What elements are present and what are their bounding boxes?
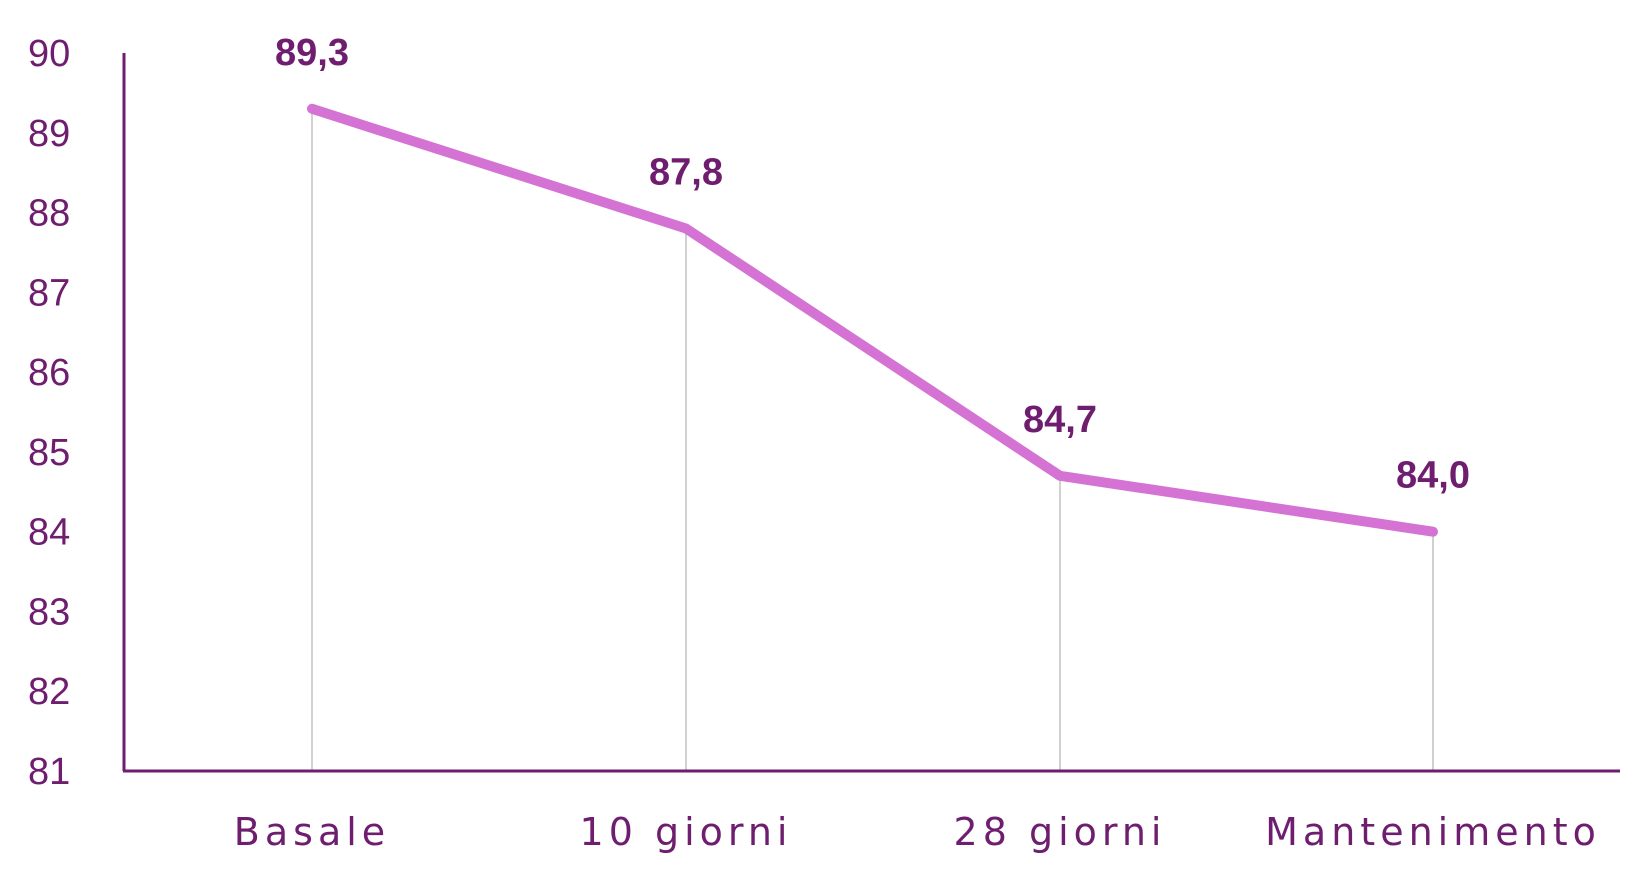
y-tick-label: 81 xyxy=(28,751,70,793)
y-tick-label: 83 xyxy=(28,591,70,633)
data-label: 84,0 xyxy=(1396,455,1470,497)
drop-lines-group xyxy=(311,108,1434,771)
data-labels-group: 89,3 87,8 84,7 84,0 xyxy=(275,32,1470,497)
y-tick-labels: 90 89 88 87 86 85 84 83 82 81 xyxy=(28,33,70,793)
y-tick-label: 88 xyxy=(28,193,70,235)
x-tick-label: 10 giorni xyxy=(580,810,793,854)
x-tick-label: 28 giorni xyxy=(954,810,1167,854)
y-tick-label: 89 xyxy=(28,113,70,155)
x-tick-label: Mantenimento xyxy=(1265,810,1601,854)
data-label: 89,3 xyxy=(275,32,349,74)
y-tick-label: 84 xyxy=(28,512,70,554)
x-tick-label: Basale xyxy=(234,810,390,854)
series-line xyxy=(307,103,1438,537)
y-tick-label: 87 xyxy=(28,272,70,314)
x-tick-labels: Basale 10 giorni 28 giorni Mantenimento xyxy=(234,810,1601,854)
data-label: 84,7 xyxy=(1023,399,1097,441)
y-tick-label: 82 xyxy=(28,671,70,713)
y-tick-label: 86 xyxy=(28,352,70,394)
data-label: 87,8 xyxy=(649,152,723,194)
y-tick-label: 85 xyxy=(28,432,70,474)
y-tick-label: 90 xyxy=(28,33,70,75)
